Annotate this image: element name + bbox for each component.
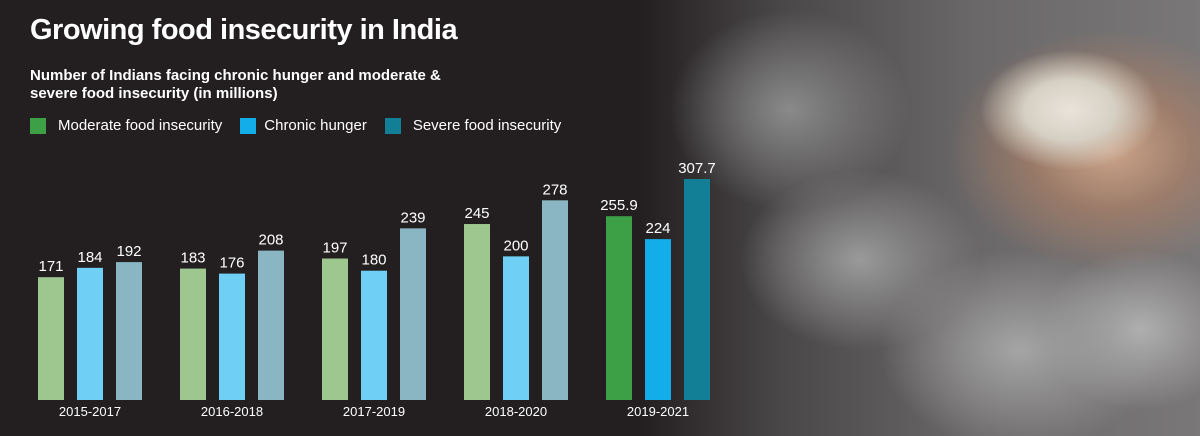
legend-item-severe: Severe food insecurity [384,117,562,134]
legend-item-chronic: Chronic hunger [240,117,367,134]
legend-label: Chronic hunger [264,117,367,134]
bar-severe-2017-2019 [400,228,426,400]
bar-severe-2016-2018 [258,250,284,400]
legend-swatch-chronic [240,117,257,134]
data-label: 239 [400,209,425,226]
legend-item-moderate: Moderate food insecurity [30,117,222,134]
bar-chronic-2017-2019 [361,270,387,400]
data-label: 278 [542,181,567,198]
data-label: 255.9 [600,197,638,214]
legend-swatch-severe [384,117,401,134]
bar-moderate-2017-2019 [322,258,348,400]
data-label: 200 [503,237,528,254]
chart-subtitle: Number of Indians facing chronic hunger … [30,67,441,102]
bar-severe-2018-2020 [542,200,568,400]
bar-moderate-2015-2017 [38,277,64,400]
data-label: 307.7 [678,160,716,177]
x-tick-label: 2016-2018 [201,404,263,419]
data-label: 171 [38,258,63,275]
data-label: 197 [322,240,347,257]
chart-title: Growing food insecurity in India [30,14,458,46]
bar-moderate-2018-2020 [464,224,490,400]
hands-photo [640,0,1200,436]
data-label: 224 [645,220,670,237]
bar-chronic-2015-2017 [77,267,103,400]
legend: Moderate food insecurity Chronic hunger … [30,117,579,134]
legend-swatch-moderate [30,117,46,134]
x-tick-label: 2017-2019 [343,404,405,419]
data-label: 180 [361,252,386,269]
bar-severe-2015-2017 [116,262,142,400]
data-label: 208 [258,232,283,249]
data-label: 245 [464,205,489,222]
bar-moderate-2016-2018 [180,268,206,400]
data-label: 184 [77,249,102,266]
legend-label: Moderate food insecurity [58,117,223,134]
x-tick-label: 2015-2017 [59,404,121,419]
data-label: 183 [180,250,205,267]
legend-label: Severe food insecurity [412,117,562,134]
x-tick-label: 2019-2021 [627,404,689,419]
data-label: 192 [116,243,141,260]
bar-severe-2019-2021 [684,179,710,400]
bar-chronic-2019-2021 [645,239,671,400]
bar-moderate-2019-2021 [606,216,632,400]
x-tick-label: 2018-2020 [485,404,547,419]
bar-chronic-2016-2018 [219,273,245,400]
bar-chronic-2018-2020 [503,256,529,400]
data-label: 176 [219,255,244,272]
